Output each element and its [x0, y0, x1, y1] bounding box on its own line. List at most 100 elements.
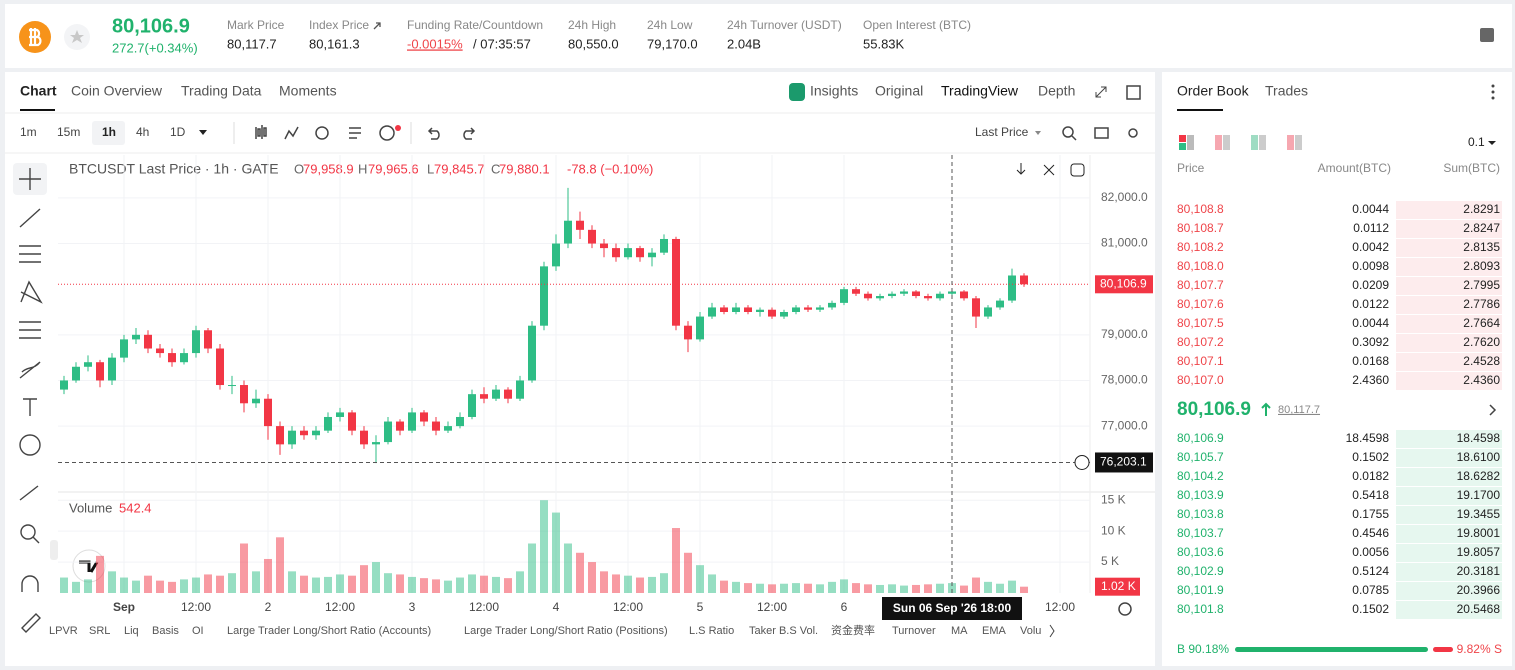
- indicator[interactable]: 资金费率: [831, 623, 875, 637]
- indicator[interactable]: Basis: [152, 625, 179, 637]
- candle-body: [828, 302, 836, 308]
- scroll-icon[interactable]: [1016, 163, 1026, 175]
- volume-bar: [636, 577, 644, 593]
- interval-active-bg: [92, 121, 125, 145]
- volume-bar: [516, 571, 524, 593]
- candle-body: [336, 412, 344, 417]
- interval[interactable]: 1m: [20, 125, 37, 139]
- volume-bar: [216, 575, 224, 593]
- ob-sum: 20.3966: [1457, 583, 1501, 597]
- candle-body: [528, 325, 536, 381]
- expand-arrow[interactable]: [1489, 404, 1497, 416]
- ob-amount: 0.0785: [1352, 583, 1389, 597]
- caret[interactable]: [1035, 131, 1041, 135]
- indicator[interactable]: MA: [951, 625, 968, 637]
- x-tick-label: Sep: [113, 600, 135, 614]
- ob-tab[interactable]: Order Book: [1177, 83, 1250, 99]
- add-order-button[interactable]: [1074, 454, 1090, 470]
- indicator[interactable]: LPVR: [49, 625, 78, 637]
- view-tab[interactable]: Original: [875, 83, 923, 99]
- depth-bar: [1396, 582, 1502, 600]
- candle-body: [888, 293, 896, 297]
- indicator[interactable]: L.S Ratio: [689, 625, 734, 637]
- view-tab[interactable]: Insights: [810, 83, 858, 99]
- ob-amount: 0.0098: [1352, 259, 1389, 273]
- fullscreen-icon[interactable]: [1095, 86, 1107, 98]
- volume-bar: [288, 571, 296, 593]
- indicator[interactable]: Volu: [1020, 625, 1041, 637]
- close-icon[interactable]: [1043, 164, 1055, 176]
- volume-bar: [588, 562, 596, 593]
- depth-bar: [1396, 334, 1502, 352]
- chart-tab[interactable]: Moments: [279, 83, 337, 99]
- ob-price: 80,108.7: [1177, 221, 1224, 235]
- candle-body: [576, 220, 584, 230]
- indicator[interactable]: Large Trader Long/Short Ratio (Accounts): [227, 625, 431, 637]
- view-tab[interactable]: TradingView: [941, 83, 1019, 99]
- indicator[interactable]: SRL: [89, 625, 110, 637]
- chart-tab[interactable]: Trading Data: [181, 83, 262, 99]
- caret[interactable]: [199, 130, 207, 135]
- ob-amount: 0.1502: [1352, 602, 1389, 616]
- volume-bar: [480, 575, 488, 593]
- candle-body: [1008, 275, 1016, 301]
- ob-sum: 18.4598: [1457, 431, 1501, 445]
- countdown: / 07:35:57: [473, 36, 531, 51]
- mid-price: 80,106.9: [1177, 399, 1251, 420]
- ob-sum: 2.8093: [1463, 259, 1500, 273]
- interval[interactable]: 4h: [136, 125, 149, 139]
- chart-tab[interactable]: Chart: [20, 83, 57, 99]
- depth-bar: [1396, 277, 1502, 295]
- more-icon[interactable]: [1491, 84, 1495, 100]
- view-tab[interactable]: Depth: [1038, 83, 1075, 99]
- volume-bar: [996, 583, 1004, 593]
- volume-bar: [744, 583, 752, 593]
- interval[interactable]: 1h: [102, 125, 116, 139]
- interval[interactable]: 1D: [170, 125, 186, 139]
- drawing-tools[interactable]: [13, 163, 47, 633]
- btc-glyph: [29, 28, 42, 47]
- candle-body: [396, 421, 404, 431]
- indicator[interactable]: EMA: [982, 625, 1007, 637]
- ob-step[interactable]: 0.1: [1468, 135, 1485, 149]
- indicator[interactable]: OI: [192, 625, 204, 637]
- indicator[interactable]: Large Trader Long/Short Ratio (Positions…: [464, 625, 668, 637]
- settings-button[interactable]: [1480, 28, 1494, 42]
- indicator[interactable]: Taker B.S Vol.: [749, 625, 818, 637]
- ob-price: 80,101.8: [1177, 602, 1224, 616]
- candle-body: [132, 334, 140, 340]
- interval[interactable]: 15m: [57, 125, 80, 139]
- stat-value: 80,161.3: [309, 36, 360, 51]
- chart-tab[interactable]: Coin Overview: [71, 83, 163, 99]
- indicator[interactable]: Liq: [124, 625, 139, 637]
- star-icon: [70, 30, 84, 43]
- indicator-next[interactable]: [1049, 624, 1055, 638]
- depth-mode-icons[interactable]: [1179, 135, 1302, 150]
- y-tick-label: 79,000.0: [1101, 327, 1148, 341]
- candle-body: [168, 353, 176, 363]
- volume-bar: [648, 576, 656, 593]
- candle-body: [348, 412, 356, 431]
- reset-icon[interactable]: [1070, 163, 1085, 177]
- ob-amount: 0.0042: [1352, 240, 1389, 254]
- volume-bar: [144, 575, 152, 593]
- caret[interactable]: [1488, 141, 1496, 145]
- price-type[interactable]: Last Price: [975, 125, 1029, 139]
- candle-body: [60, 380, 68, 390]
- x-tick-label: 6: [841, 600, 848, 614]
- candle-body: [804, 307, 812, 310]
- depth-bar: [1396, 353, 1502, 371]
- chart-settings[interactable]: [1118, 602, 1132, 616]
- candle-body: [816, 307, 824, 310]
- window-icon[interactable]: [1126, 85, 1141, 100]
- depth-bar: [1396, 201, 1502, 219]
- candle-body: [492, 389, 500, 399]
- toolbar-icons[interactable]: [255, 125, 1138, 141]
- x-tick-label: 12:00: [1045, 600, 1075, 614]
- candle-body: [600, 243, 608, 249]
- external-link-icon[interactable]: [373, 22, 381, 30]
- volume-tick-label: 15 K: [1101, 492, 1126, 506]
- indicator[interactable]: Turnover: [892, 625, 936, 637]
- ob-tab[interactable]: Trades: [1265, 83, 1308, 99]
- collapse-handle[interactable]: [50, 540, 58, 560]
